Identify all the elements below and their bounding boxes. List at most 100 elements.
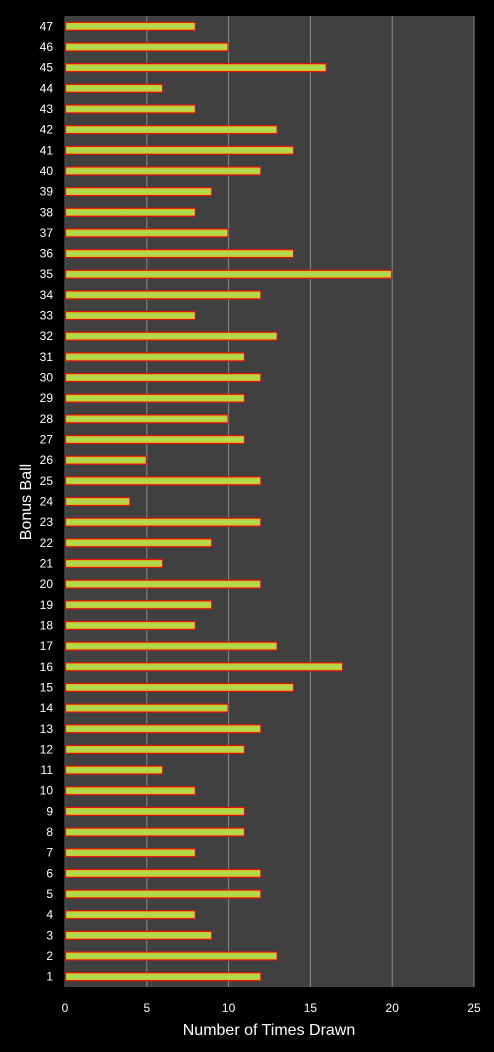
- x-tick-label: 15: [304, 1001, 318, 1015]
- y-tick-label: 45: [40, 61, 54, 75]
- bar-25: [64, 476, 262, 486]
- y-tick-label: 44: [40, 81, 54, 95]
- y-tick-label: 26: [40, 453, 54, 467]
- x-tick-label: 5: [143, 1001, 150, 1015]
- bar-5: [64, 889, 262, 899]
- bar-1: [64, 972, 262, 982]
- y-tick-label: 18: [40, 618, 54, 632]
- y-tick-label: 28: [40, 412, 54, 426]
- y-tick-labels: 1234567891011121314151617181920212223242…: [40, 19, 54, 983]
- bar-23: [64, 517, 262, 527]
- bar-3: [64, 930, 213, 940]
- bar-4: [64, 910, 196, 920]
- y-tick-label: 29: [40, 391, 54, 405]
- bar-14: [64, 703, 229, 713]
- bar-28: [64, 414, 229, 424]
- bar-31: [64, 352, 246, 362]
- bar-29: [64, 393, 246, 403]
- x-tick-label: 10: [222, 1001, 236, 1015]
- y-tick-label: 47: [40, 19, 54, 33]
- y-tick-label: 11: [41, 763, 54, 777]
- y-tick-label: 20: [40, 577, 54, 591]
- y-tick-label: 34: [40, 288, 54, 302]
- x-tick-label: 25: [467, 1001, 481, 1015]
- y-tick-label: 8: [46, 825, 53, 839]
- bar-43: [64, 104, 196, 114]
- bar-27: [64, 434, 246, 445]
- y-tick-label: 39: [40, 185, 54, 199]
- bar-19: [64, 600, 213, 610]
- bar-17: [64, 641, 278, 651]
- bar-20: [64, 579, 262, 589]
- bar-33: [64, 310, 196, 321]
- y-tick-label: 2: [46, 949, 53, 963]
- y-tick-label: 13: [40, 722, 54, 736]
- bar-45: [64, 63, 327, 73]
- y-tick-label: 41: [40, 143, 54, 157]
- bar-30: [64, 372, 262, 383]
- y-tick-label: 14: [40, 701, 54, 715]
- bar-21: [64, 558, 164, 569]
- bar-7: [64, 848, 196, 858]
- y-tick-label: 6: [46, 866, 53, 880]
- bar-16: [64, 662, 344, 672]
- y-tick-label: 42: [40, 123, 54, 137]
- bar-2: [64, 951, 278, 961]
- x-tick-label: 0: [62, 1001, 69, 1015]
- y-tick-label: 31: [40, 350, 54, 364]
- bar-38: [64, 207, 196, 217]
- x-tick-labels: 0 5 10 15 20 25: [62, 1001, 481, 1015]
- bar-44: [64, 83, 164, 93]
- bar-15: [64, 682, 295, 693]
- bar-22: [64, 538, 213, 548]
- bar-40: [64, 166, 262, 176]
- bars: [64, 21, 393, 982]
- y-tick-label: 25: [40, 474, 54, 488]
- bar-32: [64, 331, 278, 341]
- y-tick-label: 23: [40, 515, 54, 529]
- bar-10: [64, 786, 196, 796]
- y-tick-label: 22: [40, 536, 54, 550]
- x-axis-title: Number of Times Drawn: [183, 1022, 356, 1039]
- y-axis-title: Bonus Ball: [18, 464, 35, 541]
- y-tick-label: 33: [40, 309, 54, 323]
- bar-36: [64, 248, 295, 259]
- bar-37: [64, 228, 229, 238]
- y-tick-label: 10: [40, 784, 54, 798]
- bar-34: [64, 290, 262, 300]
- y-tick-label: 3: [46, 928, 53, 942]
- bar-12: [64, 744, 246, 755]
- y-tick-label: 12: [40, 742, 54, 756]
- y-tick-label: 16: [40, 660, 54, 674]
- y-tick-label: 32: [40, 329, 54, 343]
- y-tick-label: 36: [40, 247, 54, 261]
- y-tick-label: 4: [46, 908, 53, 922]
- gridlines: [146, 16, 475, 987]
- plot-area: [65, 16, 474, 987]
- bar-9: [64, 806, 246, 816]
- bar-6: [64, 868, 262, 878]
- bar-24: [64, 496, 131, 507]
- x-tick-label: 20: [386, 1001, 400, 1015]
- bar-11: [64, 765, 164, 775]
- bar-18: [64, 620, 196, 631]
- y-tick-label: 38: [40, 205, 54, 219]
- y-tick-label: 30: [40, 371, 54, 385]
- bar-46: [64, 42, 229, 52]
- bar-42: [64, 125, 278, 135]
- bar-8: [64, 827, 246, 837]
- bar-47: [64, 21, 196, 31]
- y-tick-label: 17: [40, 639, 54, 653]
- y-tick-label: 7: [46, 846, 53, 860]
- bar-13: [64, 724, 262, 734]
- bar-41: [64, 145, 295, 155]
- y-tick-label: 21: [40, 556, 54, 570]
- y-tick-label: 19: [40, 598, 54, 612]
- y-tick-label: 15: [40, 680, 54, 694]
- y-tick-label: 5: [46, 887, 53, 901]
- y-tick-label: 37: [40, 226, 54, 240]
- bar-26: [64, 455, 147, 465]
- y-tick-label: 35: [40, 267, 54, 281]
- y-tick-label: 1: [46, 970, 53, 984]
- y-tick-label: 24: [40, 495, 54, 509]
